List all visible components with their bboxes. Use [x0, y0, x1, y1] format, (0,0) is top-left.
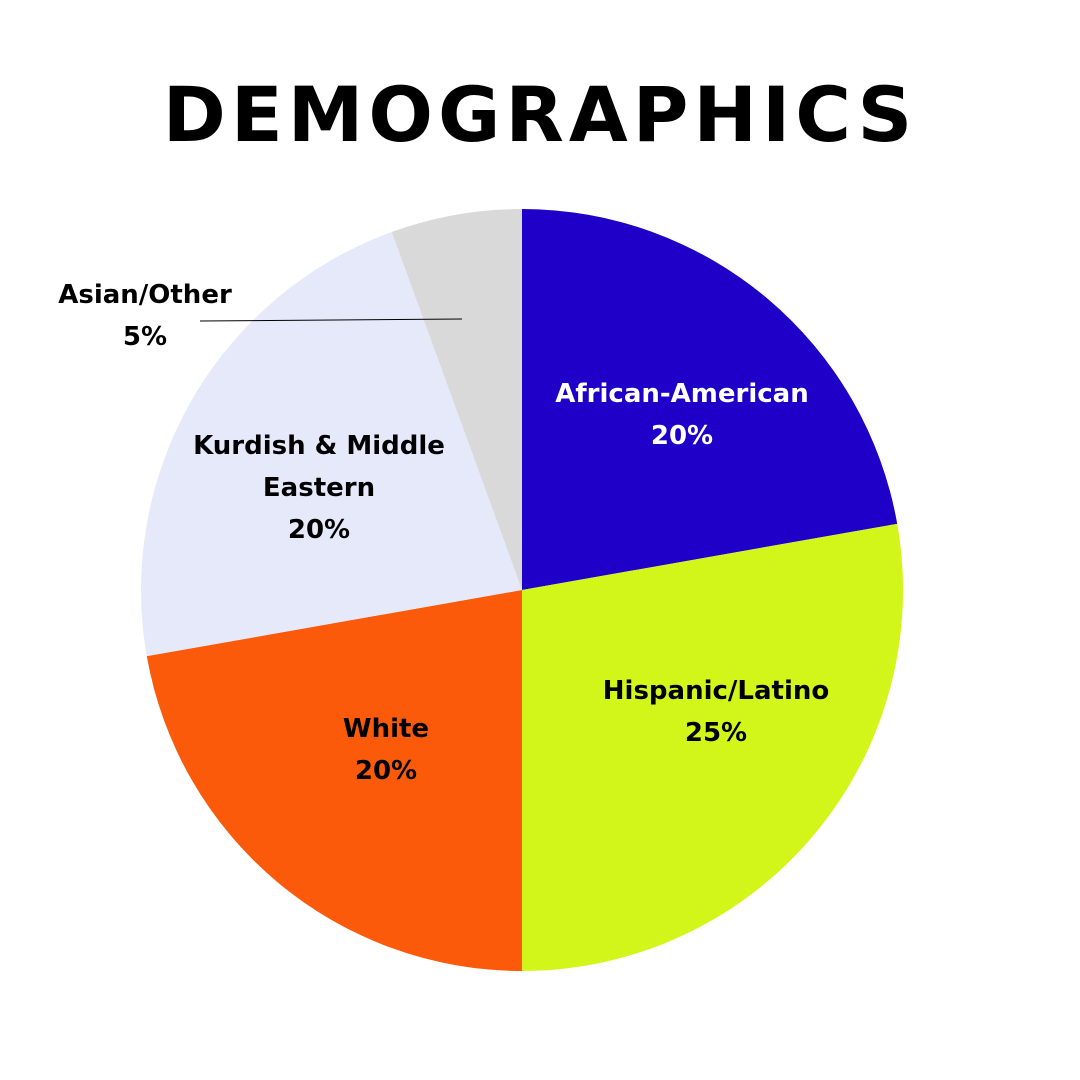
slice-name: Asian/Other — [58, 280, 232, 310]
slice-name: Kurdish & Middle Eastern — [193, 431, 445, 503]
slice-value: 25% — [684, 718, 748, 748]
pie-slice — [522, 523, 903, 971]
slice-value: 20% — [650, 421, 714, 451]
slice-value: 20% — [354, 756, 418, 786]
leader-line — [199, 318, 463, 322]
slice-name: White — [342, 714, 430, 744]
chart-title: DEMOGRAPHICS — [162, 70, 918, 159]
slice-label: African-American 20% — [532, 373, 832, 457]
slice-label: Asian/Other 5% — [45, 274, 245, 358]
pie-slice — [146, 590, 522, 971]
slice-name: African-American — [555, 379, 809, 409]
pie-slice — [522, 209, 898, 590]
slice-label: Kurdish & Middle Eastern 20% — [179, 425, 459, 551]
pie-slice — [140, 231, 522, 657]
slice-value: 5% — [122, 322, 168, 352]
slice-label: White 20% — [286, 708, 486, 792]
pie-slice — [391, 209, 522, 590]
slice-value: 20% — [287, 515, 351, 545]
slice-name: Hispanic/Latino — [602, 676, 830, 706]
slice-label: Hispanic/Latino 25% — [566, 670, 866, 754]
